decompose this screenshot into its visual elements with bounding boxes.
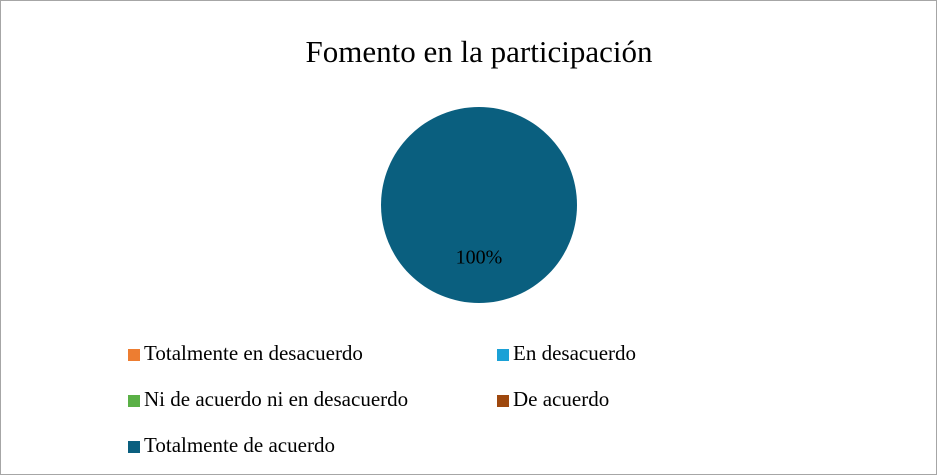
legend-swatch [128, 395, 140, 407]
legend-label: En desacuerdo [513, 341, 636, 365]
legend-swatch [128, 349, 140, 361]
legend-label: De acuerdo [513, 387, 609, 411]
pie-slice [381, 107, 577, 303]
legend-swatch [497, 395, 509, 407]
legend-swatch [128, 441, 140, 453]
legend-label: Totalmente en desacuerdo [144, 341, 363, 365]
data-label: 100% [456, 246, 503, 268]
legend-label: Ni de acuerdo ni en desacuerdo [144, 387, 408, 411]
chart-title: Fomento en la participación [306, 34, 653, 69]
legend-swatch [497, 349, 509, 361]
legend-label: Totalmente de acuerdo [144, 433, 335, 457]
